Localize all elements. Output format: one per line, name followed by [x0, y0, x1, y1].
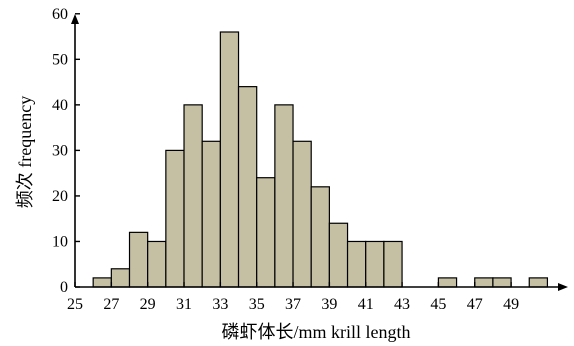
x-tick-label-0: 25 — [67, 296, 83, 313]
x-tick-label-5: 35 — [249, 296, 265, 313]
y-tick-label-0: 0 — [60, 279, 68, 296]
y-axis-title: 频次 frequency — [15, 96, 35, 208]
bar-7 — [219, 31, 240, 288]
x-tick-label-7: 39 — [321, 296, 337, 313]
bar-11 — [292, 140, 312, 288]
x-tick-label-9: 43 — [394, 296, 410, 313]
bar-9 — [256, 177, 276, 288]
x-ticks-group: 25 27 29 31 33 35 37 39 41 43 45 47 49 — [67, 282, 519, 313]
y-tick-label-1: 10 — [52, 233, 68, 250]
x-tick-label-3: 31 — [176, 296, 192, 313]
bar-13 — [328, 222, 349, 288]
x-tick-label-8: 41 — [358, 296, 374, 313]
bar-6 — [201, 140, 221, 288]
y-tick-label-2: 20 — [52, 188, 68, 205]
x-tick-label-12: 49 — [503, 296, 519, 313]
bar-16 — [383, 240, 403, 288]
bar-15 — [365, 240, 385, 288]
x-axis-title: 磷虾体长/mm krill length — [222, 322, 411, 342]
x-tick-label-11: 47 — [467, 296, 483, 313]
y-axis-arrow — [71, 14, 79, 24]
bar-18 — [474, 277, 494, 288]
x-tick-label-1: 27 — [103, 296, 119, 313]
bar-19 — [492, 277, 512, 288]
y-ticks-group: 0 10 20 30 40 50 60 — [52, 6, 80, 296]
bar-4 — [165, 149, 185, 288]
y-tick-label-4: 40 — [52, 97, 68, 114]
bar-2 — [128, 231, 149, 288]
x-tick-label-4: 33 — [212, 296, 228, 313]
y-tick-label-6: 60 — [52, 6, 68, 23]
bar-0 — [92, 277, 112, 288]
x-axis-arrow — [558, 283, 568, 291]
bar-14 — [346, 240, 367, 288]
bar-3 — [147, 240, 167, 288]
y-tick-label-5: 50 — [52, 51, 68, 68]
y-tick-label-3: 30 — [52, 142, 68, 159]
x-tick-label-10: 45 — [430, 296, 446, 313]
x-tick-label-2: 29 — [140, 296, 156, 313]
bar-17 — [437, 277, 458, 288]
bar-10 — [274, 104, 294, 288]
bars-group — [92, 31, 549, 288]
bar-8 — [237, 86, 258, 288]
bar-20 — [528, 277, 549, 288]
x-tick-label-6: 37 — [285, 296, 301, 313]
bar-5 — [183, 104, 203, 288]
axes-group — [71, 14, 568, 291]
bar-12 — [310, 186, 330, 288]
bar-1 — [110, 268, 131, 288]
